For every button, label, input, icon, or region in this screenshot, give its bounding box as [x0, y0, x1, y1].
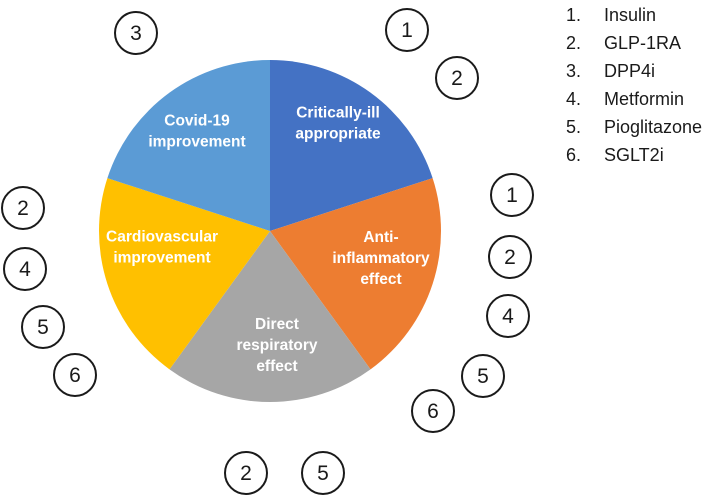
drug-number-circle: 4	[486, 294, 530, 338]
pie-slice-anti-inflammatory-effect	[270, 178, 441, 370]
legend-item-number: 4.	[566, 88, 582, 109]
legend-item-metformin: 4. Metformin	[566, 85, 702, 113]
pie-slice-critically-ill-appropriate	[270, 60, 433, 231]
drug-number: 1	[506, 183, 518, 207]
drug-number: 2	[17, 196, 29, 220]
pie-slice-direct-respiratory-effect	[169, 231, 371, 402]
drug-number: 2	[504, 245, 516, 269]
drug-number: 5	[37, 315, 49, 339]
legend-item-label: Pioglitazone	[604, 116, 703, 137]
pie-slice-cardiovascular-improvement	[99, 178, 271, 370]
legend-item-number: 3.	[566, 60, 582, 81]
legend-item-number: 2.	[566, 32, 582, 53]
slice-label-direct-respiratory-effect: Direct respiratory effect	[237, 316, 318, 375]
drug-number-circle: 2	[488, 235, 532, 279]
drug-number-circle: 2	[435, 56, 479, 100]
drug-number-circle: 2	[1, 186, 45, 230]
legend-item-label: Insulin	[604, 4, 657, 25]
drug-number: 3	[130, 21, 142, 45]
drug-number-circle: 5	[461, 354, 505, 398]
drug-number-circle: 1	[490, 173, 534, 217]
legend-item-label: Metformin	[604, 88, 685, 109]
drug-number: 6	[69, 363, 81, 387]
drug-number: 4	[502, 304, 514, 328]
drug-number-circle: 5	[301, 451, 345, 495]
legend-item-dpp4i: 3. DPP4i	[566, 57, 702, 85]
drug-number: 2	[240, 461, 252, 485]
legend-item-number: 5.	[566, 116, 582, 137]
legend-item-glp-1ra: 2. GLP-1RA	[566, 29, 702, 57]
drug-number: 6	[427, 399, 439, 423]
slice-label-anti-inflammatory-effect: Anti-inflammatory effect	[332, 229, 430, 288]
drug-number: 1	[401, 18, 413, 42]
legend-item-number: 6.	[566, 144, 582, 165]
drug-number: 5	[477, 364, 489, 388]
drug-number-circle: 2	[224, 451, 268, 495]
legend-item-insulin: 1. Insulin	[566, 1, 702, 29]
legend-item-pioglitazone: 5. Pioglitazone	[566, 113, 702, 141]
drug-number-circle: 6	[53, 353, 97, 397]
slice-label-critically-ill-appropriate: Critically-ill appropriate	[295, 104, 381, 142]
legend-item-label: SGLT2i	[604, 144, 664, 165]
legend-item-sglt2i: 6. SGLT2i	[566, 141, 702, 169]
legend-item-label: GLP-1RA	[604, 32, 682, 53]
drug-number-circle: 4	[3, 247, 47, 291]
slice-label-cardiovascular-improvement: Cardiovascular improvement	[106, 228, 218, 266]
slice-label-covid-19-improvement: Covid-19 improvement	[148, 112, 245, 150]
legend: 1. Insulin 2. GLP-1RA 3. DPP4i 4. Metformin 5. Pi…	[566, 1, 702, 169]
drug-number: 4	[19, 257, 31, 281]
drug-number-circle: 1	[385, 8, 429, 52]
legend-item-number: 1.	[566, 4, 582, 25]
drug-number-circle: 6	[411, 389, 455, 433]
drug-number: 2	[451, 66, 463, 90]
drug-number: 5	[317, 461, 329, 485]
drug-number-circle: 5	[21, 305, 65, 349]
legend-item-label: DPP4i	[604, 60, 656, 81]
pie-slice-covid-19-improvement	[107, 60, 271, 231]
drug-number-circle: 3	[114, 11, 158, 55]
